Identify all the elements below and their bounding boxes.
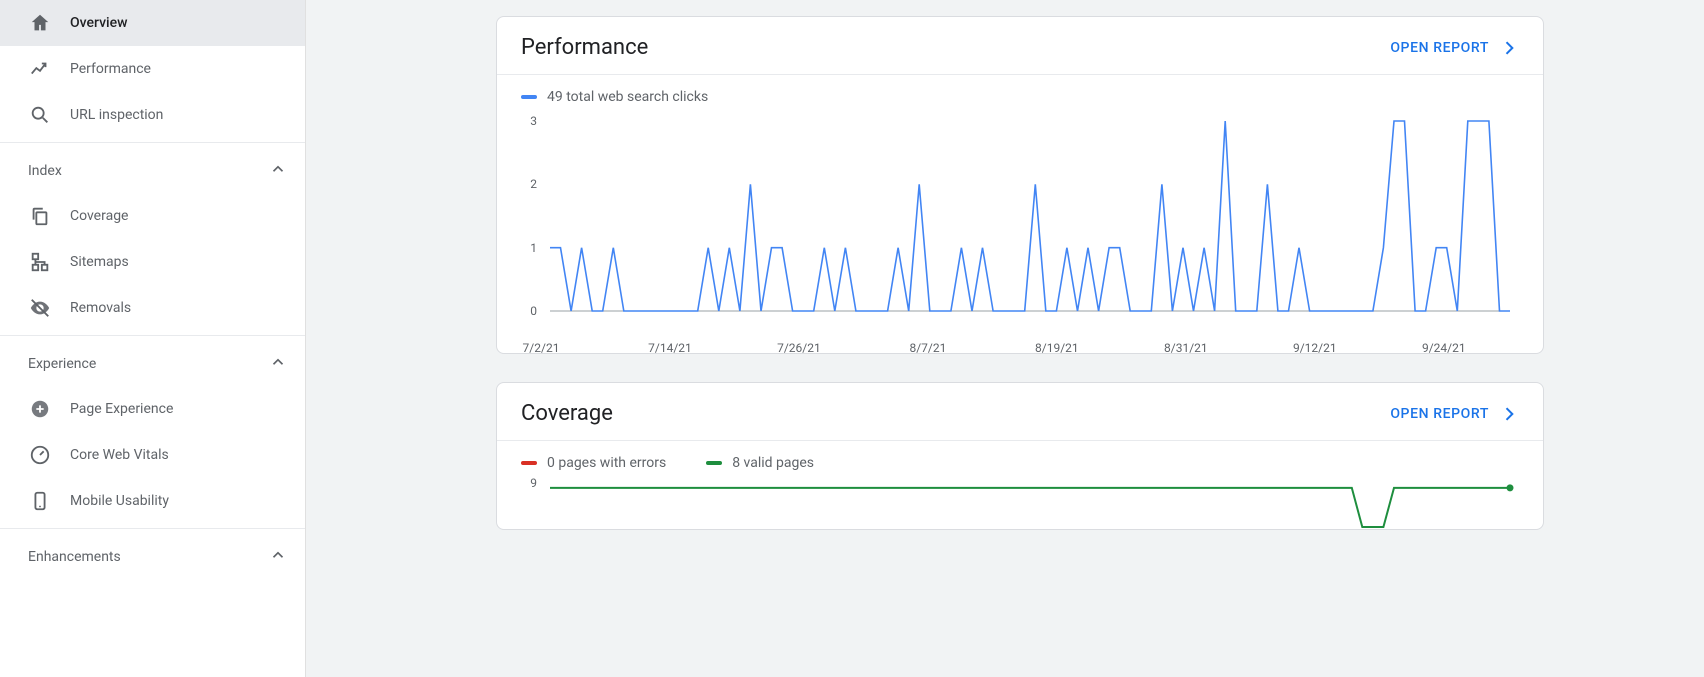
sidebar-item-sitemaps[interactable]: Sitemaps: [0, 239, 305, 285]
sidebar-item-mobile-usability[interactable]: Mobile Usability: [0, 478, 305, 524]
gauge-icon: [28, 443, 52, 467]
legend-label: 49 total web search clicks: [547, 89, 708, 105]
card-coverage-title: Coverage: [521, 401, 613, 426]
open-report-label: OPEN REPORT: [1390, 406, 1489, 422]
trend-icon: [28, 57, 52, 81]
x-tick-label: 8/19/21: [1035, 341, 1079, 354]
legend-coverage: 0 pages with errors 8 valid pages: [521, 455, 1519, 471]
sidebar-item-label: Mobile Usability: [70, 493, 169, 509]
legend-swatch: [521, 461, 537, 465]
x-tick-label: 8/31/21: [1164, 341, 1208, 354]
sidebar-section-title: Index: [28, 163, 62, 179]
sidebar-section-experience: Experience Page Experience Core Web Vita…: [0, 335, 305, 524]
coverage-chart-svg: [541, 481, 1519, 529]
sidebar-section-header-index[interactable]: Index: [0, 149, 305, 193]
card-performance: Performance OPEN REPORT 49 total web sea…: [496, 16, 1544, 354]
y-tick-label: 9: [530, 476, 537, 490]
sidebar-item-core-web-vitals[interactable]: Core Web Vitals: [0, 432, 305, 478]
sidebar-item-removals[interactable]: Removals: [0, 285, 305, 331]
sidebar-item-performance[interactable]: Performance: [0, 46, 305, 92]
x-tick-label: 9/24/21: [1422, 341, 1466, 354]
sidebar-item-label: Overview: [70, 15, 127, 31]
x-tick-label: 8/7/21: [909, 341, 946, 354]
x-tick-label: 9/12/21: [1293, 341, 1337, 354]
sidebar-section-index: Index Coverage Sitemaps Removals: [0, 142, 305, 331]
circle-plus-icon: [28, 397, 52, 421]
copy-icon: [28, 204, 52, 228]
y-tick-label: 3: [530, 114, 537, 128]
y-tick-label: 1: [530, 241, 537, 255]
sidebar-item-label: Removals: [70, 300, 131, 316]
sidebar-item-label: Page Experience: [70, 401, 173, 417]
coverage-chart: 9: [541, 481, 1519, 529]
sidebar-section-header-experience[interactable]: Experience: [0, 342, 305, 386]
chevron-up-icon: [269, 160, 287, 182]
x-tick-label: 7/2/21: [523, 341, 560, 354]
legend-label: 0 pages with errors: [547, 455, 666, 471]
sidebar-item-label: Performance: [70, 61, 151, 77]
phone-icon: [28, 489, 52, 513]
card-performance-header: Performance OPEN REPORT: [497, 17, 1543, 74]
open-report-performance[interactable]: OPEN REPORT: [1390, 38, 1519, 58]
sidebar-item-label: Sitemaps: [70, 254, 129, 270]
sidebar-item-label: URL inspection: [70, 107, 163, 123]
content-column: Performance OPEN REPORT 49 total web sea…: [496, 16, 1544, 530]
legend-item: 49 total web search clicks: [521, 89, 708, 105]
sidebar-item-label: Core Web Vitals: [70, 447, 169, 463]
sidebar-item-label: Coverage: [70, 208, 128, 224]
card-coverage: Coverage OPEN REPORT 0 pages with errors…: [496, 382, 1544, 530]
x-tick-label: 7/26/21: [777, 341, 821, 354]
performance-chart: 0123 7/2/217/14/217/26/218/7/218/19/218/…: [541, 115, 1519, 335]
sidebar-item-url-inspection[interactable]: URL inspection: [0, 92, 305, 138]
app-root: Overview Performance URL inspection Inde…: [0, 0, 1704, 677]
sidebar-section-title: Enhancements: [28, 549, 121, 565]
home-icon: [28, 11, 52, 35]
sidebar-section-title: Experience: [28, 356, 96, 372]
sidebar: Overview Performance URL inspection Inde…: [0, 0, 306, 677]
sidebar-item-page-experience[interactable]: Page Experience: [0, 386, 305, 432]
chevron-up-icon: [269, 353, 287, 375]
card-performance-body: 49 total web search clicks 0123 7/2/217/…: [497, 74, 1543, 353]
search-icon: [28, 103, 52, 127]
legend-label: 8 valid pages: [732, 455, 814, 471]
legend-swatch: [706, 461, 722, 465]
sidebar-section-enhancements: Enhancements: [0, 528, 305, 579]
eye-off-icon: [28, 296, 52, 320]
y-tick-label: 2: [530, 177, 537, 191]
sidebar-section-header-enhancements[interactable]: Enhancements: [0, 535, 305, 579]
sitemap-icon: [28, 250, 52, 274]
chevron-up-icon: [269, 546, 287, 568]
card-coverage-body: 0 pages with errors 8 valid pages 9: [497, 440, 1543, 529]
main-content: Performance OPEN REPORT 49 total web sea…: [306, 0, 1704, 677]
chevron-right-icon: [1499, 404, 1519, 424]
performance-chart-svg: [541, 115, 1519, 315]
legend-item: 0 pages with errors: [521, 455, 666, 471]
legend-performance: 49 total web search clicks: [521, 89, 1519, 105]
open-report-label: OPEN REPORT: [1390, 40, 1489, 56]
open-report-coverage[interactable]: OPEN REPORT: [1390, 404, 1519, 424]
chevron-right-icon: [1499, 38, 1519, 58]
legend-swatch: [521, 95, 537, 99]
legend-item: 8 valid pages: [706, 455, 814, 471]
sidebar-item-coverage[interactable]: Coverage: [0, 193, 305, 239]
main-scroll-area: Performance OPEN REPORT 49 total web sea…: [306, 0, 1704, 677]
card-coverage-header: Coverage OPEN REPORT: [497, 383, 1543, 440]
sidebar-item-overview[interactable]: Overview: [0, 0, 305, 46]
y-tick-label: 0: [530, 304, 537, 318]
x-tick-label: 7/14/21: [648, 341, 692, 354]
card-performance-title: Performance: [521, 35, 648, 60]
